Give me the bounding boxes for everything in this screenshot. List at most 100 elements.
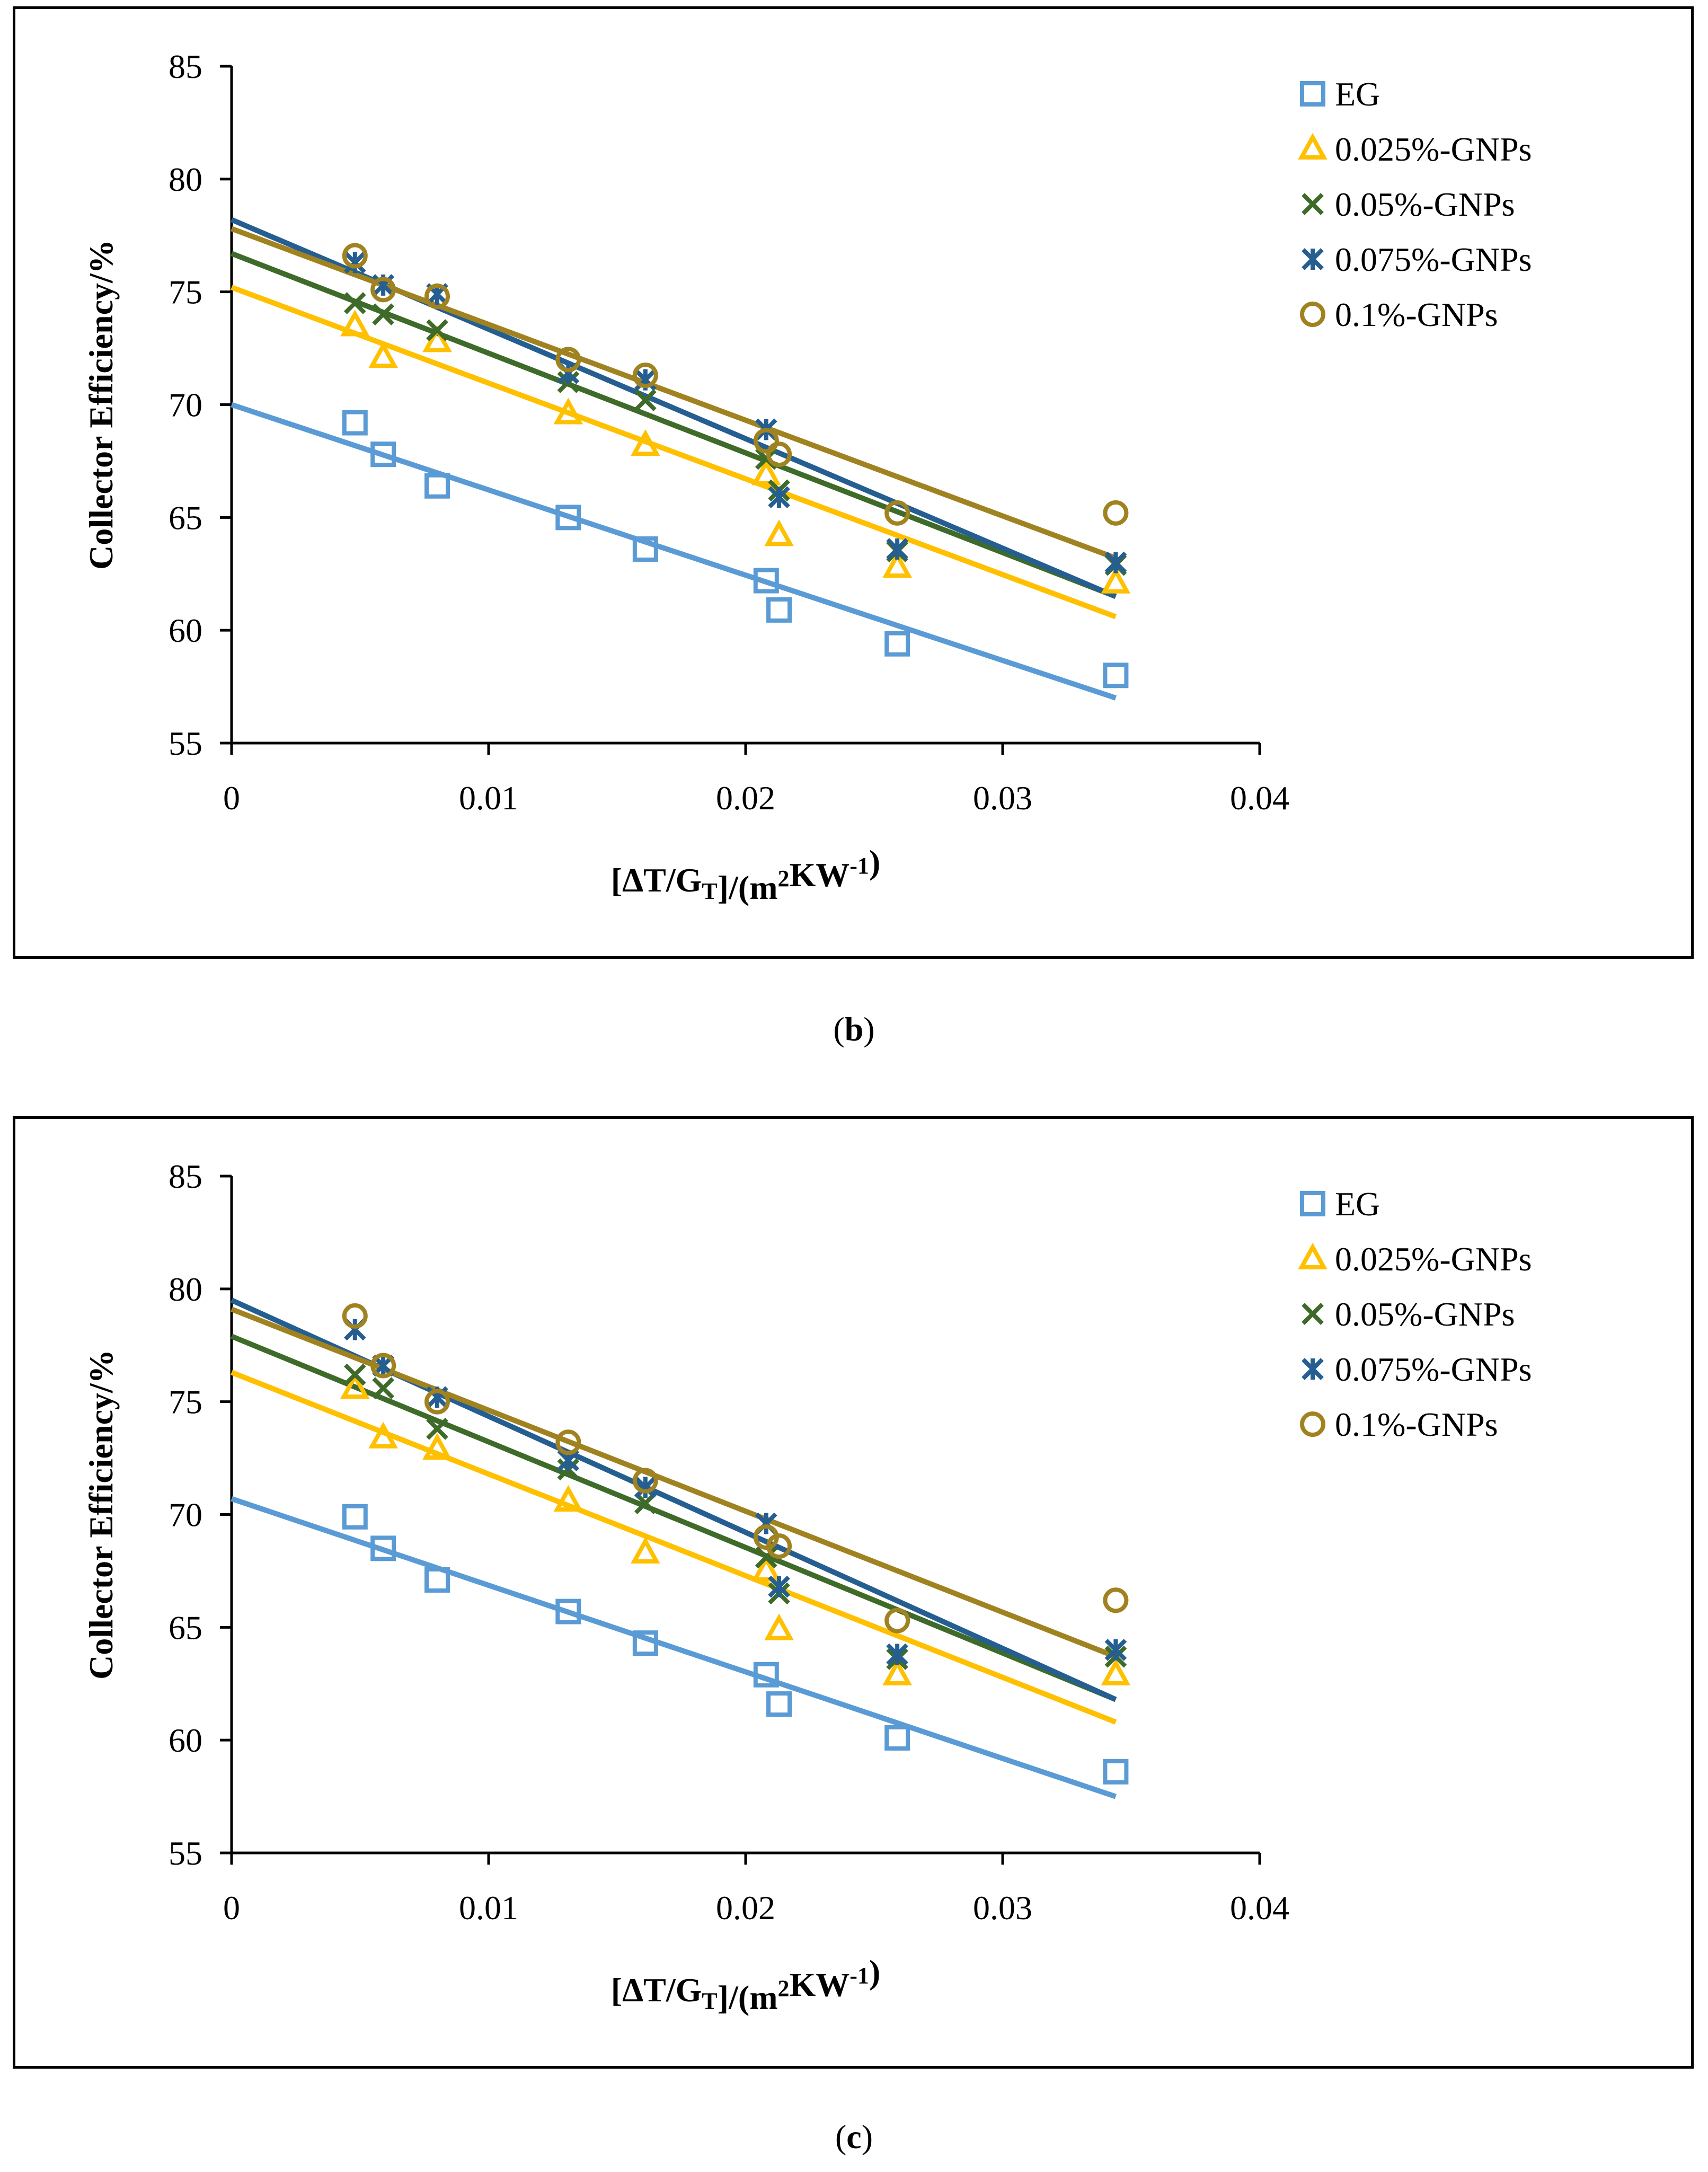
data-point-0-1-gnps (884, 500, 910, 526)
series-eg (342, 1504, 1129, 1785)
data-point-0-05-gnps (343, 1363, 366, 1386)
x-tick-label: 0.01 (459, 1889, 518, 1927)
x-axis-title-part: T (702, 878, 717, 904)
data-point-eg (884, 631, 910, 657)
data-point-eg (342, 410, 368, 436)
legend-label-eg: EG (1335, 75, 1380, 113)
data-point-0-1-gnps (342, 1303, 368, 1329)
chart-c-svg: 55 60 65 70 75 80 85 0 0.01 0.02 0.03 0.04 [ΔT/GT]/(… (82, 1158, 1532, 2016)
data-point-eg (424, 1567, 450, 1593)
chart-panel-b: 55 60 65 70 75 80 85 0 0.01 0.02 0.03 0.04 [ΔT/GT]/(… (13, 6, 1694, 959)
trendline-0-1-gnps (231, 226, 1117, 561)
legend-label-0-075-gnps: 0.075%-GNPs (1335, 1350, 1532, 1388)
trendline-eg (231, 402, 1117, 701)
data-point-0-025-gnps (1101, 567, 1131, 594)
legend-marker-0-025-gnps (1298, 133, 1328, 160)
legend-label-eg: EG (1335, 1185, 1380, 1223)
data-point-0-075-gnps (1104, 551, 1127, 574)
legend-label-0-025-gnps: 0.025%-GNPs (1335, 1240, 1532, 1278)
y-axis-title: Collector Efficiency/% (82, 1349, 120, 1680)
legend-marker-0-1-gnps (1300, 1411, 1325, 1437)
series-0-1-gnps (342, 243, 1129, 526)
caption-b: (b) (0, 1010, 1708, 1049)
data-point-eg (424, 473, 450, 499)
data-point-0-1-gnps (766, 1533, 792, 1559)
legend-marker-0-05-gnps (1302, 1303, 1324, 1325)
data-point-0-1-gnps (555, 347, 581, 373)
data-point-0-025-gnps (882, 551, 912, 578)
x-axis-title: [ΔT/GT]/(m2KW-1) (611, 843, 881, 906)
data-point-0-025-gnps (764, 519, 794, 546)
data-point-eg (342, 1504, 368, 1530)
series-0-025-gnps (340, 310, 1131, 594)
x-axis-title-part: KW (790, 1966, 850, 2003)
data-point-0-1-gnps (1103, 1587, 1129, 1613)
caption-c-letter: c (846, 2118, 862, 2156)
data-point-eg (370, 1535, 396, 1561)
data-point-eg (753, 568, 779, 594)
data-point-0-05-gnps (755, 1546, 777, 1569)
x-axis-title-part: T (702, 1988, 717, 2014)
legend-marker-eg (1300, 81, 1325, 107)
x-axis-title-part: -1 (849, 853, 869, 879)
data-point-0-1-gnps (632, 1468, 658, 1494)
caption-c: (c) (0, 2117, 1708, 2157)
data-point-0-05-gnps (634, 1492, 657, 1515)
data-point-0-075-gnps (886, 1643, 908, 1666)
caption-b-close: ) (863, 1010, 875, 1048)
data-point-0-025-gnps (751, 1555, 781, 1582)
legend-label-0-1-gnps: 0.1%-GNPs (1335, 1406, 1498, 1443)
x-axis-title-part: -1 (849, 1963, 869, 1989)
data-point-0-1-gnps (753, 428, 779, 454)
data-point-eg (555, 505, 581, 531)
data-point-eg (766, 1691, 792, 1717)
x-tick-label: 0.01 (459, 779, 518, 817)
caption-c-open: ( (835, 2118, 847, 2156)
x-tick-label: 0.02 (716, 779, 775, 817)
y-tick-label: 80 (169, 161, 202, 198)
data-point-0-025-gnps (368, 1421, 398, 1449)
data-point-eg (1103, 663, 1129, 688)
y-tick-label: 75 (169, 273, 202, 311)
series-0-05-gnps (343, 1363, 1127, 1670)
data-point-0-025-gnps (553, 1485, 583, 1512)
data-point-0-1-gnps (370, 277, 396, 303)
y-tick-label: 70 (169, 386, 202, 424)
data-point-0-05-gnps (343, 292, 366, 314)
legend-label-0-1-gnps: 0.1%-GNPs (1335, 296, 1498, 333)
series-0-025-gnps (340, 1372, 1131, 1685)
data-point-0-025-gnps (882, 1658, 912, 1685)
data-point-0-1-gnps (555, 1429, 581, 1455)
x-axis-title-part: ) (869, 1953, 880, 1991)
x-tick-label: 0.03 (973, 779, 1032, 817)
trendline-0-025-gnps (231, 1370, 1117, 1725)
x-axis-title: [ΔT/GT]/(m2KW-1) (611, 1953, 881, 2016)
data-point-eg (632, 1630, 658, 1656)
data-point-0-075-gnps (768, 1575, 790, 1598)
x-axis-title-part: ]/(m (718, 1979, 778, 2016)
y-tick-label: 75 (169, 1383, 202, 1421)
y-axis-title: Collector Efficiency/% (82, 240, 120, 570)
legend-marker-0-075-gnps (1302, 1358, 1324, 1380)
data-point-eg (632, 536, 658, 562)
data-point-eg (1103, 1759, 1129, 1785)
data-point-eg (766, 597, 792, 623)
y-tick-label: 55 (169, 1834, 202, 1872)
x-axis-title-part: 2 (778, 1975, 790, 2001)
chart-panel-c: 55 60 65 70 75 80 85 0 0.01 0.02 0.03 0.04 [ΔT/GT]/(… (13, 1116, 1694, 2069)
x-axis-title-part: KW (790, 856, 850, 894)
x-tick-label: 0.04 (1230, 779, 1289, 817)
data-point-0-1-gnps (766, 442, 792, 467)
legend-marker-eg (1300, 1191, 1325, 1216)
data-point-0-075-gnps (634, 1476, 657, 1499)
data-point-eg (753, 1662, 779, 1688)
x-tick-label: 0.02 (716, 1889, 775, 1927)
x-tick-label: 0 (223, 1889, 240, 1927)
data-point-0-05-gnps (372, 1377, 394, 1399)
trendline-eg (231, 1496, 1117, 1799)
data-point-0-1-gnps (884, 1608, 910, 1634)
trendline-0-1-gnps (231, 1306, 1117, 1659)
data-point-0-075-gnps (886, 538, 908, 560)
caption-b-open: ( (833, 1010, 845, 1048)
caption-c-close: ) (861, 2118, 873, 2156)
